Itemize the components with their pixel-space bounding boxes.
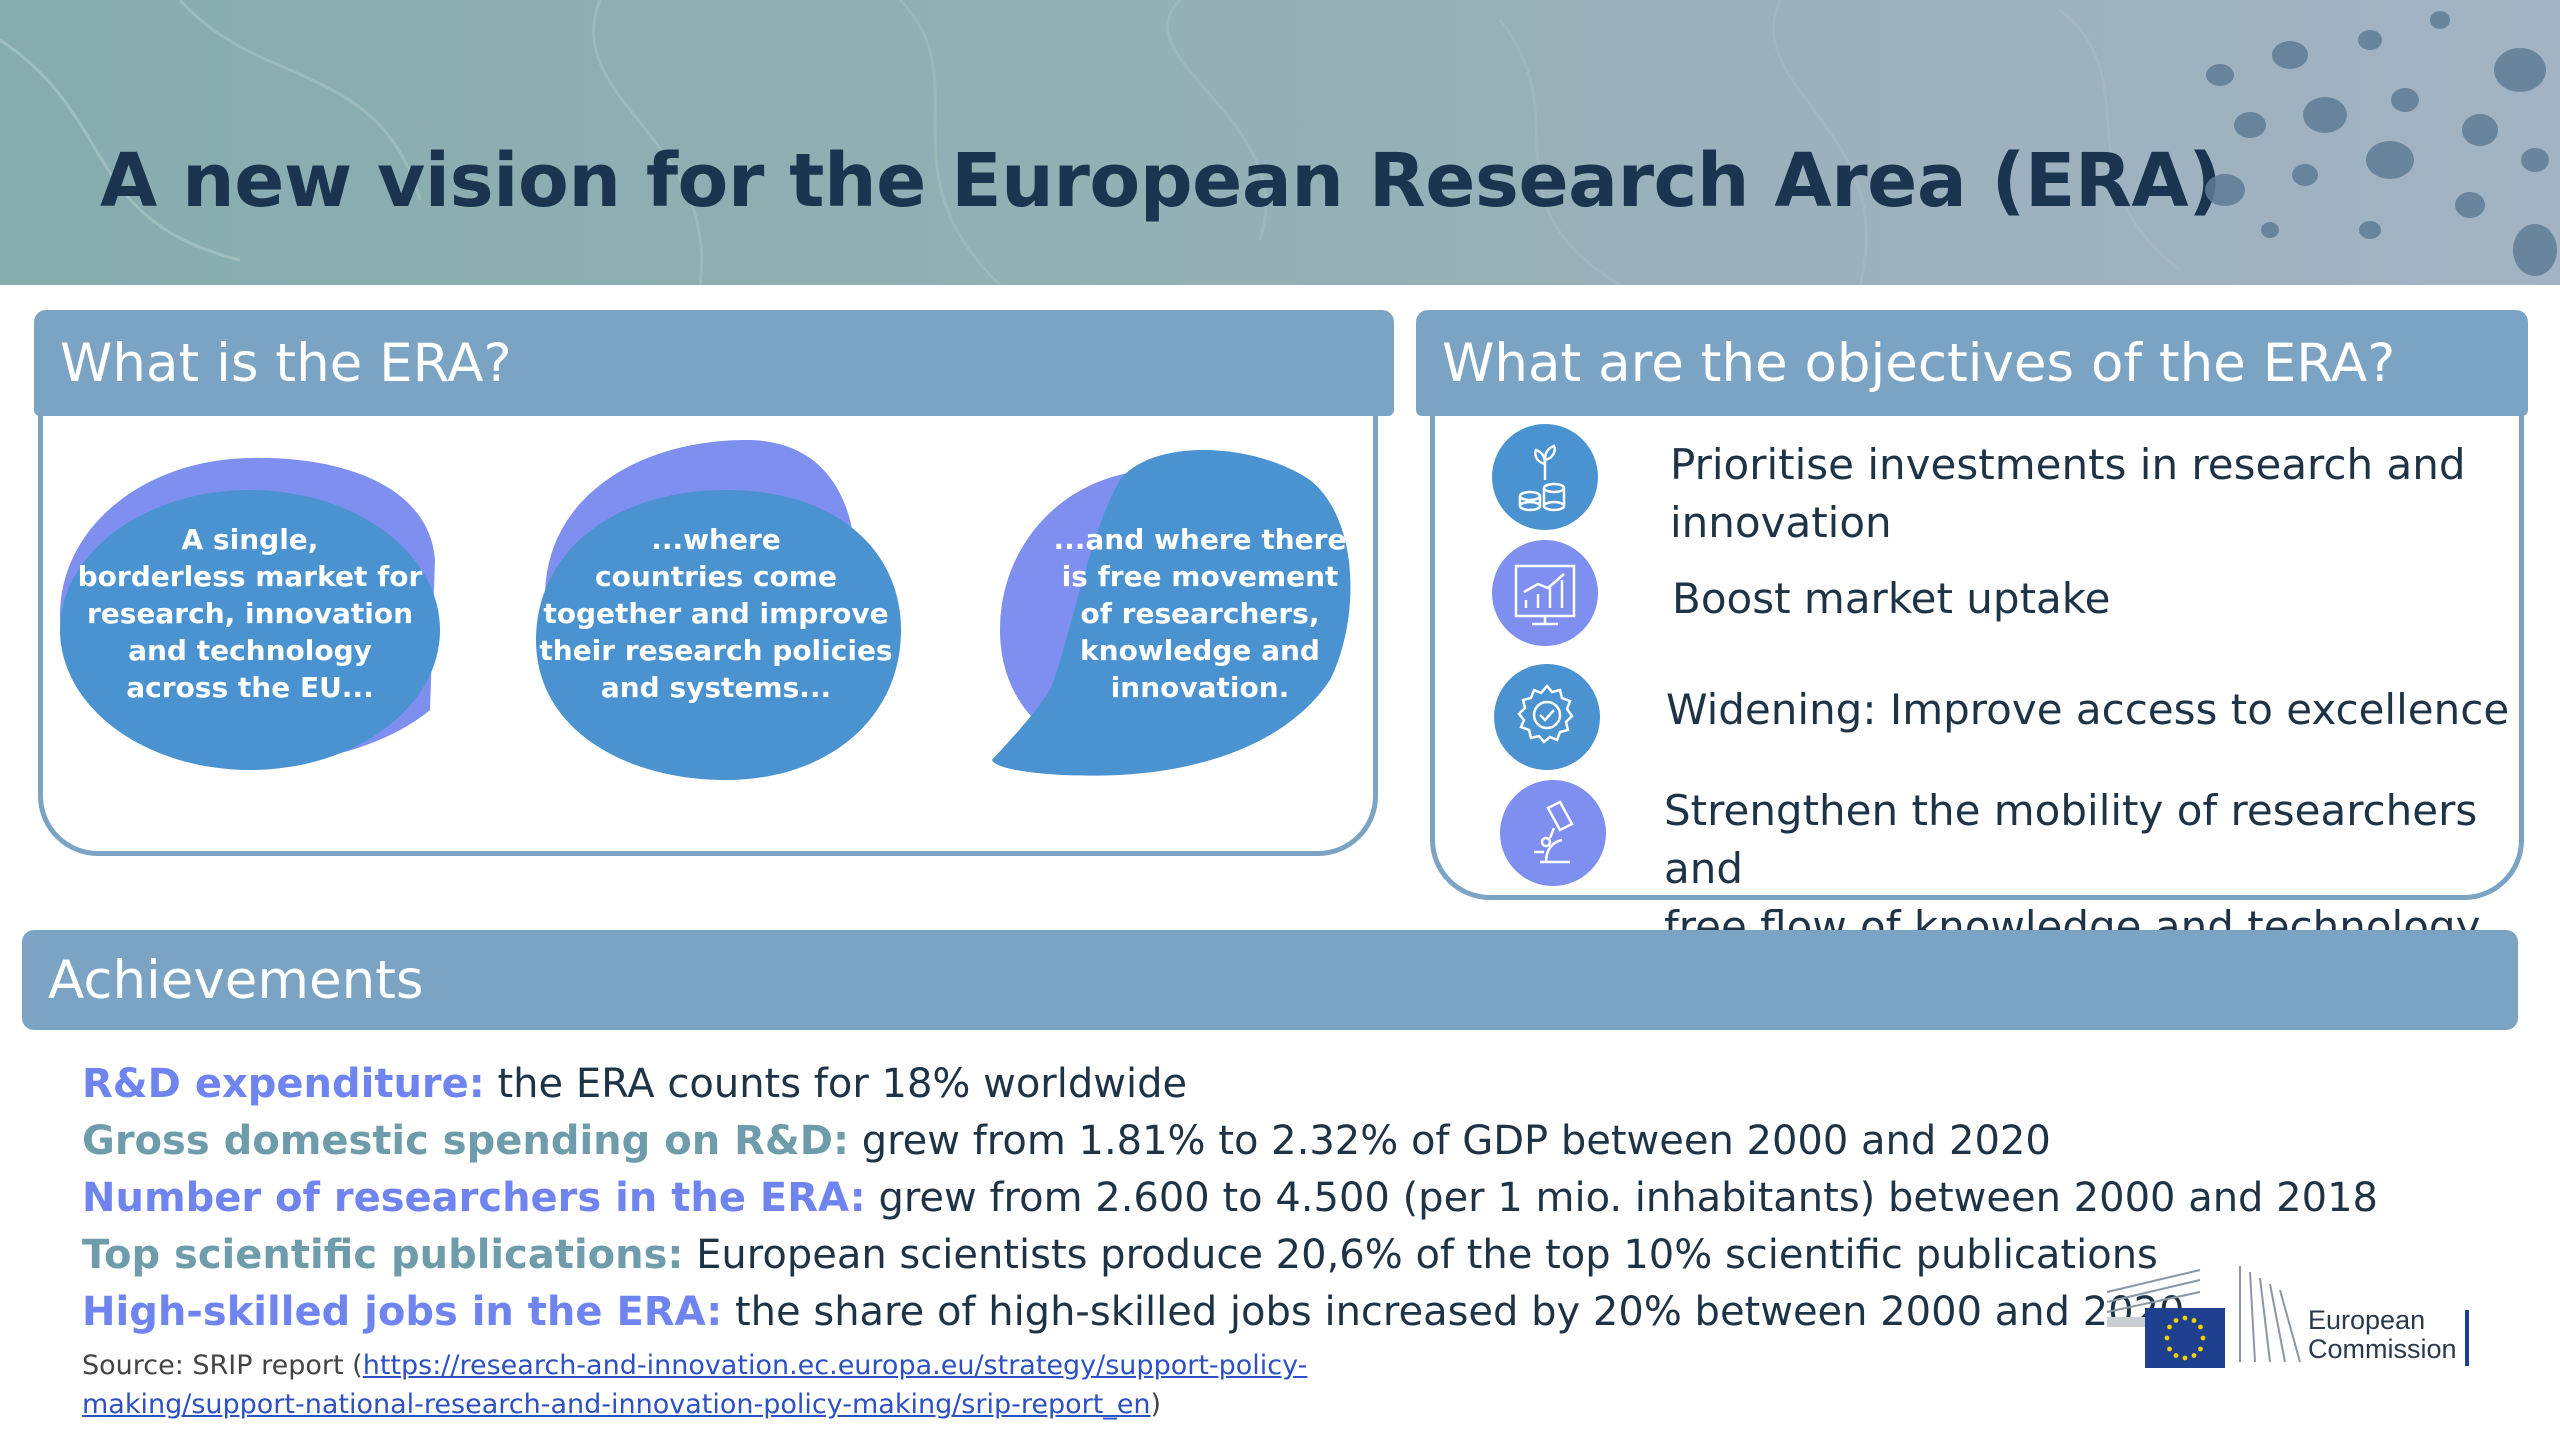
decorative-dots: [2205, 11, 2557, 276]
srip-report-link-continued[interactable]: making/support-national-research-and-inn…: [82, 1389, 1151, 1420]
decorative-curves: [0, 0, 2181, 285]
european-commission-logo: [2106, 1266, 2469, 1368]
what-is-era-heading: What is the ERA?: [34, 310, 1394, 416]
page-title: A new vision for the European Research A…: [100, 138, 2222, 224]
achievement-rd-expenditure: R&D expenditure: the ERA counts for 18% …: [82, 1061, 1188, 1107]
objectives-heading: What are the objectives of the ERA?: [1416, 310, 2528, 416]
era-bubble-free-movement: ...and where there is free movement of r…: [990, 440, 1370, 780]
achievement-publications: Top scientific publications: European sc…: [82, 1232, 2158, 1278]
achievement-researchers: Number of researchers in the ERA: grew f…: [82, 1175, 2378, 1221]
era-bubble-single-market: A single, borderless market for research…: [50, 450, 450, 780]
srip-report-link[interactable]: https://research-and-innovation.ec.europ…: [362, 1350, 1308, 1381]
market-chart-icon: [1492, 540, 1598, 646]
era-bubble-countries: ...where countries come together and imp…: [526, 440, 906, 780]
achievements-heading: Achievements: [22, 930, 2518, 1030]
objective-widening: Widening: Improve access to excellence: [1666, 685, 2510, 734]
objective-investments: Prioritise investments in research and i…: [1670, 440, 2466, 547]
objective-market-uptake: Boost market uptake: [1672, 574, 2111, 623]
excellence-badge-icon: [1494, 664, 1600, 770]
microscope-icon: [1500, 780, 1606, 886]
achievement-high-skilled-jobs: High-skilled jobs in the ERA: the share …: [82, 1289, 2185, 1335]
source-note: Source: SRIP report (https://research-an…: [82, 1350, 1308, 1420]
title-banner: A new vision for the European Research A…: [0, 0, 2560, 285]
european-commission-wordmark: European Commission: [2308, 1305, 2457, 1364]
achievement-gross-spending: Gross domestic spending on R&D: grew fro…: [82, 1118, 2051, 1164]
investment-icon: [1492, 424, 1598, 530]
objectives-panel: [1430, 410, 2524, 900]
